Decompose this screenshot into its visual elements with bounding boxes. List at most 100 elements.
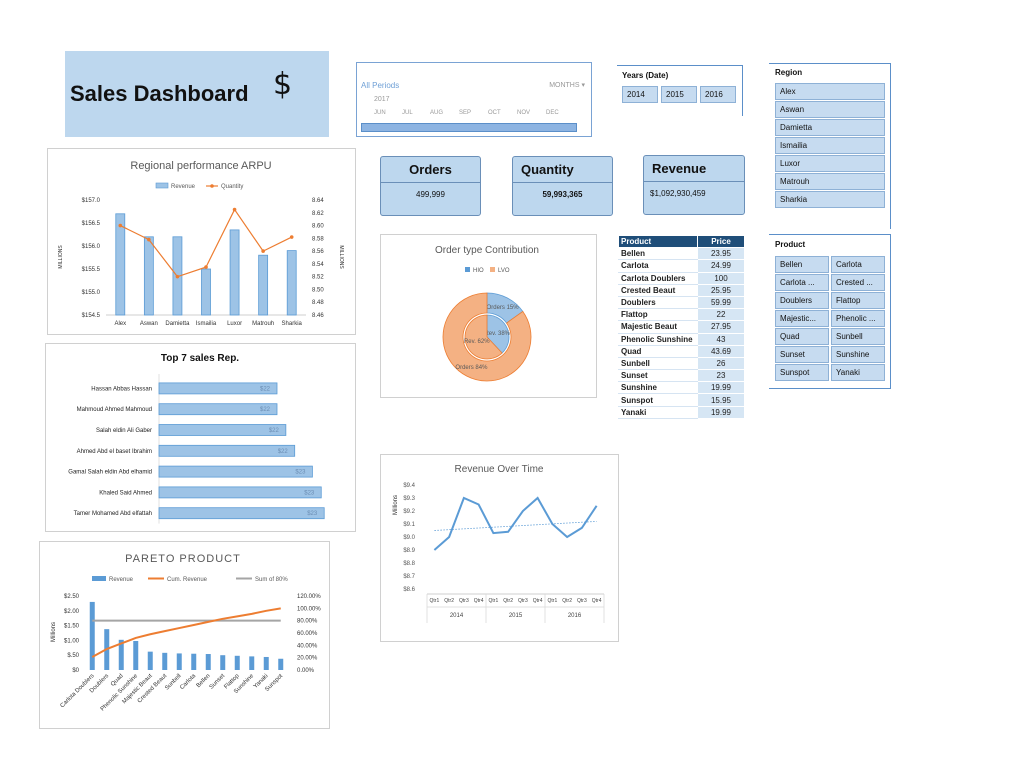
table-row: Sunset 23: [618, 369, 745, 383]
year-button-2015[interactable]: 2015: [661, 86, 697, 103]
timeline-month: DEC: [546, 110, 559, 116]
x-tick-label: Matrouh: [252, 321, 274, 327]
product-name-cell: Quad: [618, 344, 698, 358]
y-tick-label: $2.00: [64, 609, 80, 615]
y-tick-label: $8.6: [403, 587, 415, 593]
table-row: Carlota 24.99: [618, 259, 745, 273]
timeline-period-label: All Periods: [361, 81, 400, 90]
donut-slice: [464, 314, 503, 360]
timeline-month: JUL: [402, 110, 413, 116]
y2-tick-label: 8.54: [312, 262, 324, 268]
y2-tick-label: 20.00%: [297, 656, 318, 662]
product-name-cell: Doublers: [618, 295, 698, 310]
x-group-label: 2014: [450, 613, 464, 619]
quantity-point: [118, 223, 123, 228]
product-item[interactable]: Majestic...: [775, 310, 829, 327]
price-cell: 43: [697, 332, 745, 346]
timeline-slicer[interactable]: All Periods MONTHS ▾ 2017 JUN JUL AUG SE…: [356, 62, 592, 137]
pareto-bar: [89, 601, 95, 670]
x-group-label: 2015: [509, 613, 523, 619]
region-item-sharkia[interactable]: Sharkia: [775, 191, 885, 208]
product-name-cell: Yanaki: [618, 405, 698, 419]
timeline-unit-dropdown[interactable]: MONTHS ▾: [549, 82, 585, 89]
product-item[interactable]: Carlota ...: [775, 274, 829, 291]
product-item[interactable]: Doublers: [775, 292, 829, 309]
product-item[interactable]: Carlota: [831, 256, 885, 273]
y-tick-label: $8.9: [403, 548, 415, 554]
y2-tick-label: 60.00%: [297, 631, 318, 637]
x-tick-label: Qtr1: [430, 598, 440, 604]
y-tick-label: $0: [72, 668, 79, 674]
x-tick-label: Qtr4: [474, 598, 484, 604]
timeline-month: JUN: [374, 110, 386, 116]
y-tick-label: $9.2: [403, 509, 415, 515]
pareto-bar: [263, 656, 269, 670]
revenue-over-time-svg: Revenue Over Time $8.6 $8.7 $8.8 $8.9 $9.0 $9.…: [393, 464, 605, 623]
quantity-point: [204, 265, 208, 269]
rep-name-label: Gamal Salah eldin Abd elhamid: [68, 470, 152, 476]
order-type-svg: Order type Contribution HIO LVO Rev. 38% Rev…: [435, 245, 539, 382]
product-item[interactable]: Sunshine: [831, 346, 885, 363]
year-button-2014[interactable]: 2014: [622, 86, 658, 103]
timeline-month: NOV: [517, 110, 531, 116]
region-slicer: Region Alex Aswan Damietta Ismailia Luxo…: [769, 63, 891, 229]
price-cell: 25.95: [697, 283, 745, 297]
y2-tick-label: 8.48: [312, 300, 324, 306]
table-row: Phenolic Sunshine 43: [618, 332, 745, 346]
legend-label: HIO: [473, 268, 484, 274]
order-type-chart: Order type Contribution HIO LVO Rev. 38% Rev…: [380, 234, 597, 398]
region-item-luxor[interactable]: Luxor: [775, 155, 885, 172]
region-item-aswan[interactable]: Aswan: [775, 101, 885, 118]
product-item[interactable]: Bellen: [775, 256, 829, 273]
trend-line: [434, 521, 597, 531]
timeline-month: OCT: [488, 110, 501, 116]
chart-title: Regional performance ARPU: [130, 160, 271, 172]
page-title: Sales Dashboard: [70, 81, 249, 106]
y2-tick-label: 120.00%: [297, 594, 321, 600]
chart-title: Order type Contribution: [435, 245, 539, 256]
product-item[interactable]: Crested ...: [831, 274, 885, 291]
region-item-damietta[interactable]: Damietta: [775, 119, 885, 136]
product-name-cell: Sunspot: [618, 393, 698, 407]
product-item[interactable]: Yanaki: [831, 364, 885, 381]
product-name-cell: Bellen: [618, 247, 698, 261]
top-sales-rep-chart: Top 7 sales Rep. Hassan Abbas Hassan $22 Ma…: [45, 343, 356, 532]
product-name-cell: Crested Beaut: [618, 283, 698, 297]
rep-name-label: Tamer Mohamed Abd elfattah: [74, 511, 152, 517]
bar-data-label: $22: [260, 386, 271, 392]
product-slicer: Product Bellen Carlota Carlota ... Crest…: [769, 234, 891, 389]
product-name-cell: Sunset: [618, 369, 698, 383]
years-slicer: Years (Date) 2014 2015 2016: [617, 65, 743, 116]
bar-data-label: $22: [269, 428, 280, 434]
bar-data-label: $22: [260, 407, 271, 413]
y-tick-label: $155.0: [82, 290, 101, 296]
product-name-cell: Sunbell: [618, 356, 698, 371]
price-cell: 24.99: [697, 259, 745, 273]
y-tick-label: $1.00: [64, 638, 80, 644]
product-item[interactable]: Phenolic ...: [831, 310, 885, 327]
product-item[interactable]: Flattop: [831, 292, 885, 309]
legend-swatch-lvo: [490, 267, 495, 272]
product-item[interactable]: Sunbell: [831, 328, 885, 345]
x-tick-label: Qtr1: [489, 598, 499, 604]
kpi-card-quantity: Quantity 59,993,365: [512, 156, 613, 216]
region-item-alex[interactable]: Alex: [775, 83, 885, 100]
timeline-range-bar[interactable]: [361, 123, 577, 132]
product-item[interactable]: Quad: [775, 328, 829, 345]
year-button-2016[interactable]: 2016: [700, 86, 736, 103]
price-cell: 22: [697, 308, 745, 322]
quantity-point: [147, 237, 151, 242]
table-row: Flattop 22: [618, 308, 745, 322]
table-header-price: Price: [697, 234, 745, 249]
product-name-cell: Majestic Beaut: [618, 320, 698, 334]
product-slicer-title: Product: [775, 240, 806, 249]
product-item[interactable]: Sunset: [775, 346, 829, 363]
x-tick-label: Qtr3: [577, 598, 587, 604]
product-item[interactable]: Sunspot: [775, 364, 829, 381]
cumulative-revenue-line: [91, 607, 281, 658]
region-item-matrouh[interactable]: Matrouh: [775, 173, 885, 190]
regional-performance-chart: Regional performance ARPU Revenue Quantity…: [47, 148, 356, 335]
y-tick-label: $8.8: [403, 561, 415, 567]
region-item-ismailia[interactable]: Ismailia: [775, 137, 885, 154]
rep-name-label: Mahmoud Ahmed Mahmoud: [77, 407, 152, 413]
